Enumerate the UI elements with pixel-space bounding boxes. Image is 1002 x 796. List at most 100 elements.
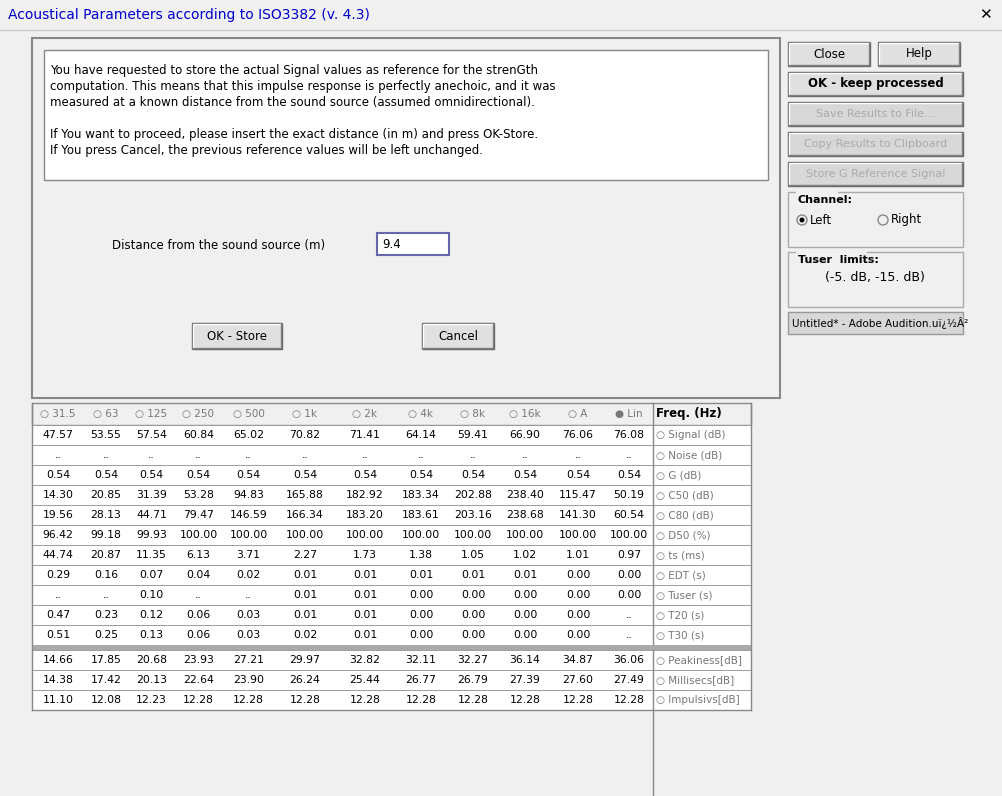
Text: 76.06: 76.06	[562, 430, 593, 440]
Text: 0.54: 0.54	[236, 470, 261, 480]
Bar	[32, 670, 750, 690]
Text: 115.47: 115.47	[558, 490, 596, 500]
Text: 12.28: 12.28	[183, 695, 213, 705]
Text: 0.97: 0.97	[616, 550, 640, 560]
Text: 64.14: 64.14	[405, 430, 436, 440]
Text: 17.85: 17.85	[90, 655, 121, 665]
Text: ○ A: ○ A	[568, 409, 587, 419]
Text: 100.00: 100.00	[454, 530, 492, 540]
Text: 28.13: 28.13	[90, 510, 121, 520]
Text: 20.87: 20.87	[90, 550, 121, 560]
Text: 11.10: 11.10	[42, 695, 73, 705]
Bar	[377, 233, 449, 255]
Text: ○ Peakiness[dB]: ○ Peakiness[dB]	[655, 655, 741, 665]
Text: 0.00: 0.00	[409, 630, 433, 640]
Text: 0.01: 0.01	[293, 590, 317, 600]
Text: 183.34: 183.34	[402, 490, 440, 500]
Text: ○ Signal (dB): ○ Signal (dB)	[655, 430, 724, 440]
Text: 23.90: 23.90	[232, 675, 264, 685]
Text: 0.00: 0.00	[565, 570, 589, 580]
Text: computation. This means that this impulse response is perfectly anechoic, and it: computation. This means that this impuls…	[50, 80, 555, 93]
Text: 100.00: 100.00	[179, 530, 217, 540]
Bar	[788, 312, 962, 334]
Text: OK - Store: OK - Store	[206, 330, 267, 342]
Text: Untitled* - Adobe Audition.uï¿½Â²: Untitled* - Adobe Audition.uï¿½Â²	[792, 317, 967, 329]
Bar	[32, 38, 780, 398]
Text: 6.13: 6.13	[186, 550, 210, 560]
Text: ..: ..	[302, 450, 308, 460]
Text: 0.13: 0.13	[139, 630, 163, 640]
Bar	[789, 163, 961, 185]
Bar	[789, 133, 961, 155]
Text: ..: ..	[362, 450, 368, 460]
Text: 12.28: 12.28	[509, 695, 540, 705]
Text: Store G Reference Signal: Store G Reference Signal	[805, 169, 944, 179]
Text: 100.00: 100.00	[346, 530, 384, 540]
Text: ● Lin: ● Lin	[614, 409, 642, 419]
Text: ○ T30 (s): ○ T30 (s)	[655, 630, 703, 640]
Circle shape	[799, 217, 804, 223]
Text: 22.64: 22.64	[183, 675, 213, 685]
Text: 0.54: 0.54	[409, 470, 433, 480]
Text: 14.66: 14.66	[42, 655, 73, 665]
Text: 1.73: 1.73	[353, 550, 377, 560]
Text: 12.28: 12.28	[613, 695, 644, 705]
Text: 0.54: 0.54	[512, 470, 536, 480]
Text: If You want to proceed, please insert the exact distance (in m) and press OK-Sto: If You want to proceed, please insert th…	[50, 128, 538, 141]
Bar	[32, 485, 750, 505]
Text: ○ T20 (s): ○ T20 (s)	[655, 610, 703, 620]
Text: 12.28: 12.28	[405, 695, 436, 705]
Text: Right: Right	[890, 213, 921, 227]
Text: 0.00: 0.00	[409, 610, 433, 620]
Text: 9.4: 9.4	[382, 237, 401, 251]
Bar	[788, 192, 962, 247]
Text: 79.47: 79.47	[183, 510, 213, 520]
Text: 0.54: 0.54	[565, 470, 589, 480]
Text: 12.23: 12.23	[136, 695, 166, 705]
Text: ○ 4k: ○ 4k	[408, 409, 433, 419]
Text: ..: ..	[195, 590, 201, 600]
Text: ○ G (dB): ○ G (dB)	[655, 470, 700, 480]
Text: 0.29: 0.29	[46, 570, 70, 580]
Bar	[32, 525, 750, 545]
Text: ..: ..	[244, 450, 252, 460]
Text: 36.06: 36.06	[613, 655, 644, 665]
Text: 12.28: 12.28	[290, 695, 320, 705]
Text: 1.38: 1.38	[409, 550, 433, 560]
Text: 0.00: 0.00	[409, 590, 433, 600]
Text: 0.10: 0.10	[139, 590, 163, 600]
Text: 50.19: 50.19	[613, 490, 644, 500]
Text: 27.39: 27.39	[509, 675, 540, 685]
Bar	[32, 650, 750, 670]
Text: 65.02: 65.02	[232, 430, 264, 440]
Text: 57.54: 57.54	[136, 430, 166, 440]
Text: 12.28: 12.28	[232, 695, 264, 705]
Bar	[423, 324, 493, 348]
Bar	[32, 465, 750, 485]
Text: 0.01: 0.01	[353, 590, 377, 600]
Text: 0.02: 0.02	[236, 570, 261, 580]
Text: 47.57: 47.57	[42, 430, 73, 440]
Text: Cancel: Cancel	[438, 330, 478, 342]
Bar	[878, 43, 958, 65]
Text: 0.06: 0.06	[186, 610, 210, 620]
Text: ○ EDT (s): ○ EDT (s)	[655, 570, 705, 580]
Text: 71.41: 71.41	[350, 430, 380, 440]
Text: 0.03: 0.03	[236, 630, 261, 640]
Text: 1.05: 1.05	[461, 550, 485, 560]
Text: 44.74: 44.74	[42, 550, 73, 560]
Text: OK - keep processed: OK - keep processed	[807, 77, 943, 91]
Text: 238.40: 238.40	[506, 490, 543, 500]
Text: ○ 500: ○ 500	[232, 409, 265, 419]
Text: Copy Results to Clipboard: Copy Results to Clipboard	[804, 139, 946, 149]
Text: 0.04: 0.04	[186, 570, 210, 580]
Text: 0.06: 0.06	[186, 630, 210, 640]
Bar	[32, 403, 750, 425]
Text: ..: ..	[244, 590, 252, 600]
Text: Left: Left	[810, 213, 832, 227]
Text: 1.01: 1.01	[565, 550, 589, 560]
Bar	[796, 191, 838, 194]
Text: ○ Noise (dB): ○ Noise (dB)	[655, 450, 721, 460]
Text: 0.54: 0.54	[461, 470, 485, 480]
Text: 27.49: 27.49	[613, 675, 644, 685]
